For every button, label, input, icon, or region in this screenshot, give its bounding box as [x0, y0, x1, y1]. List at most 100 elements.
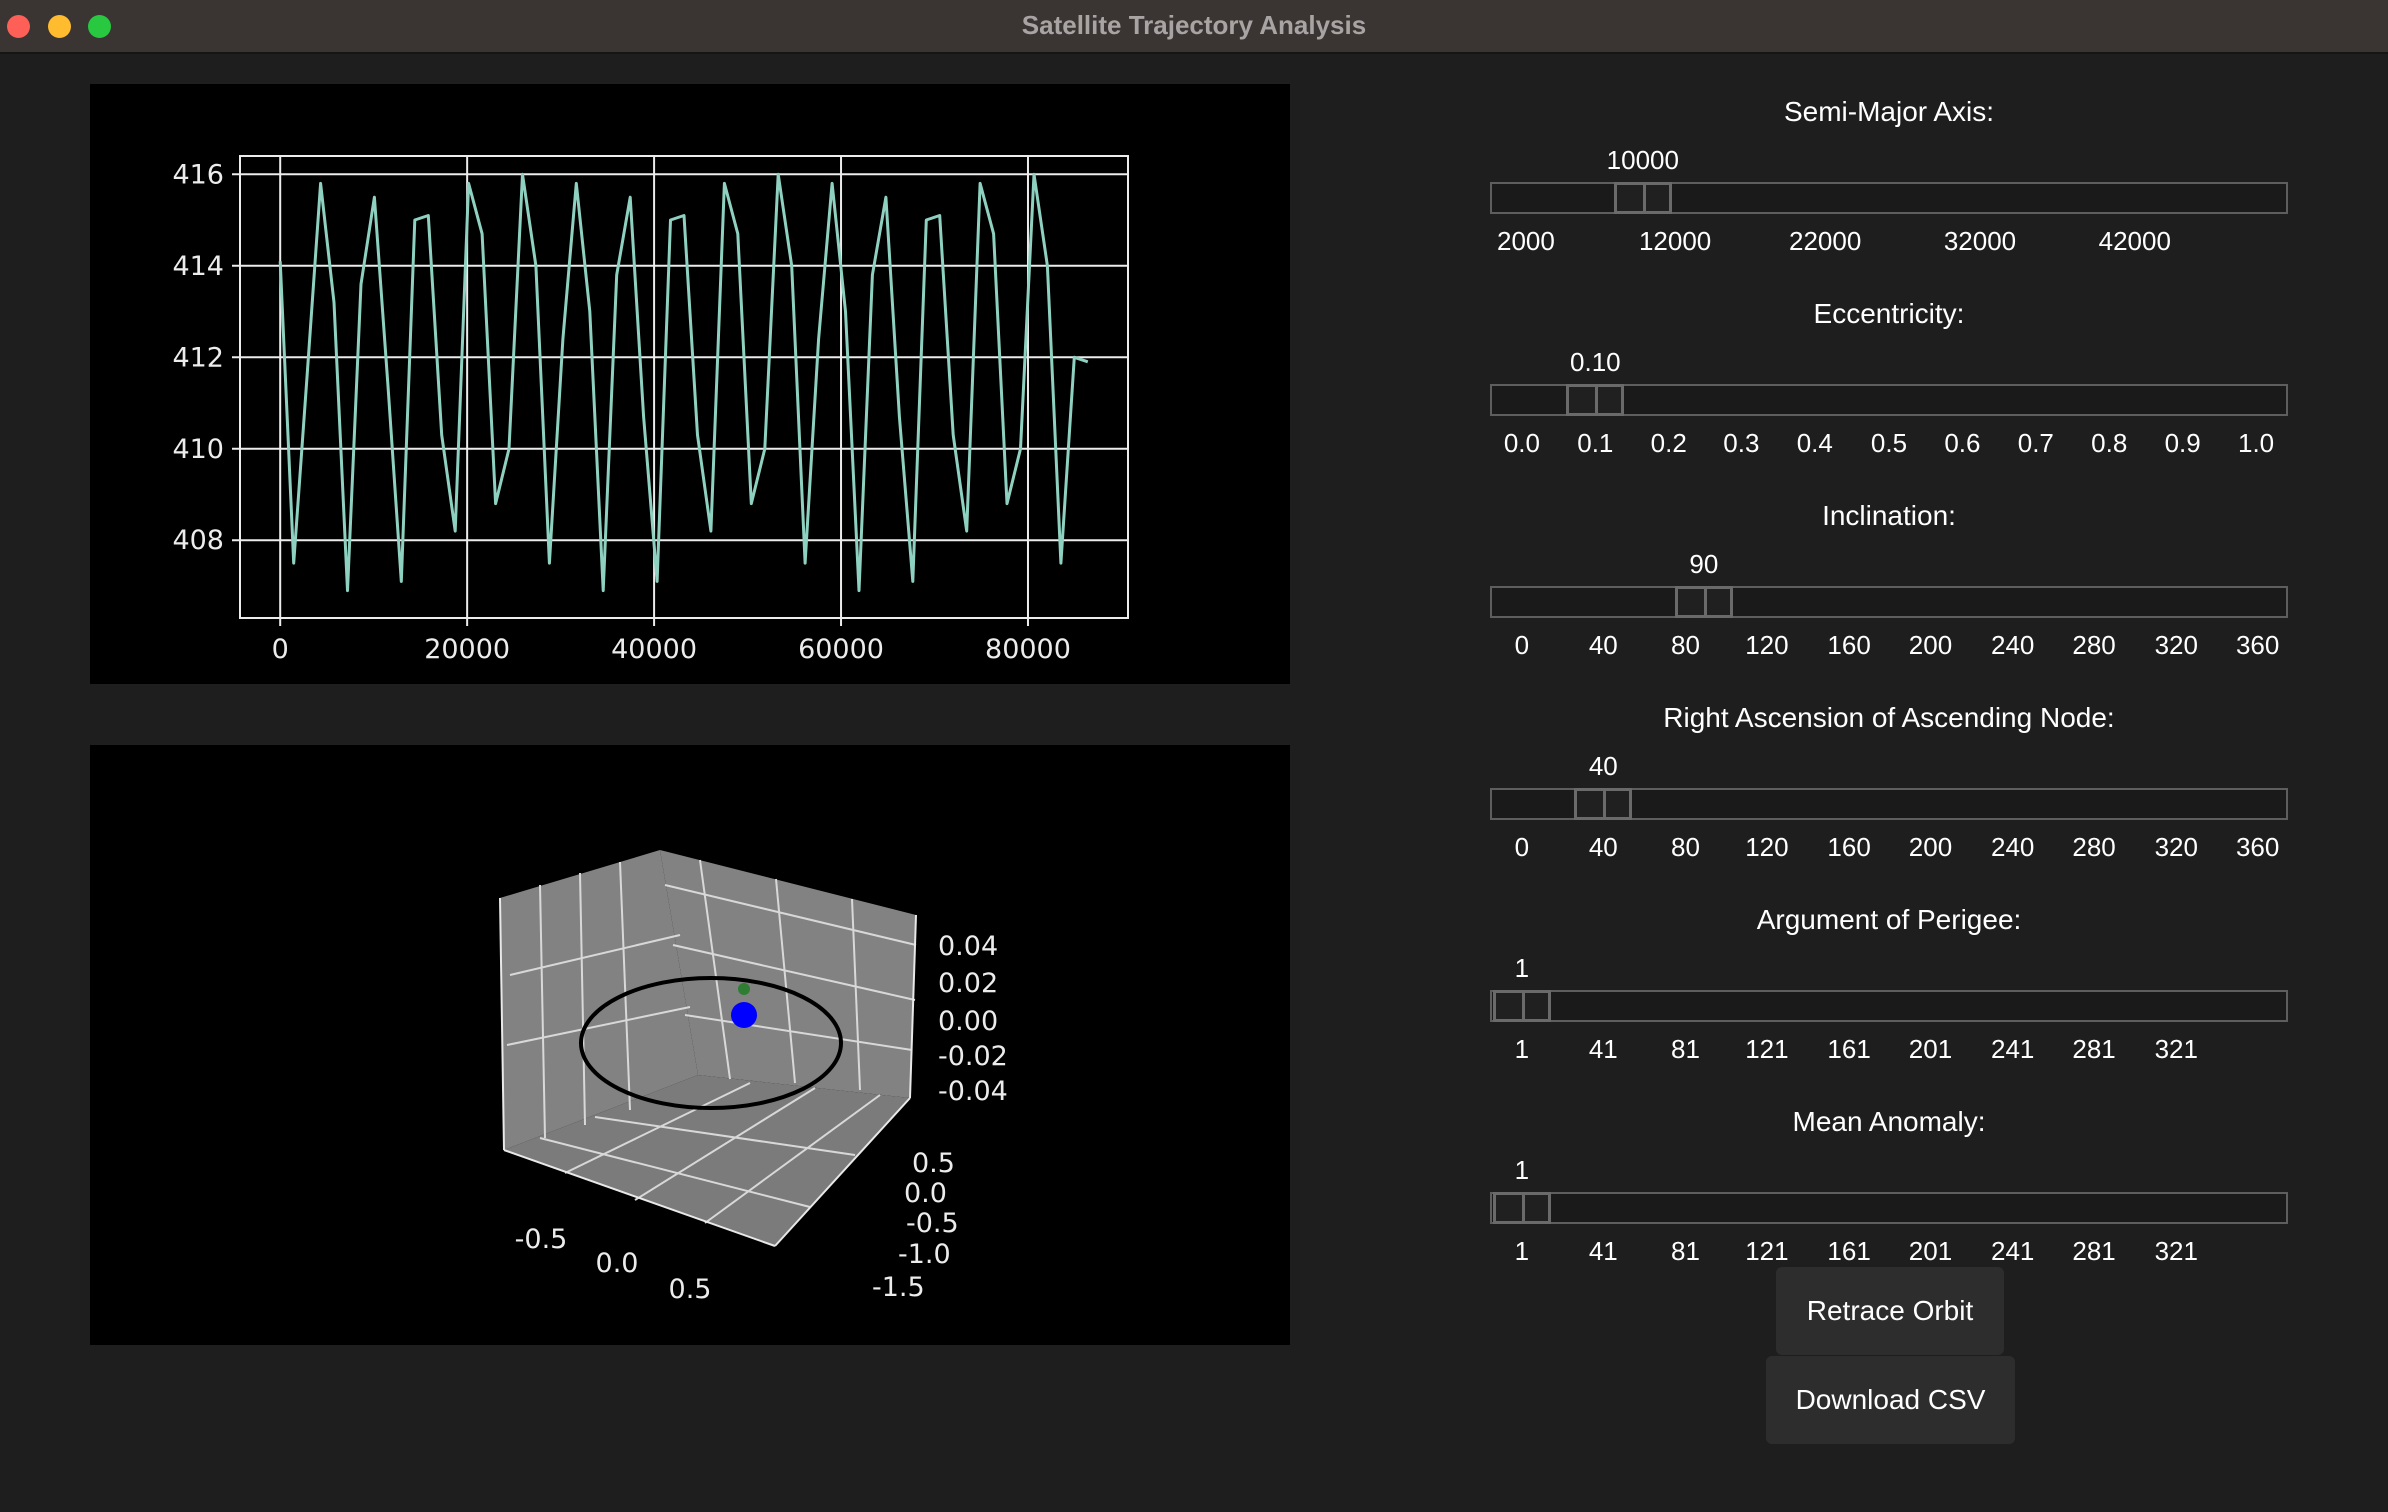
slider-tick-label: 281 — [2072, 1236, 2116, 1266]
slider-tick-label: 0.8 — [2091, 428, 2128, 458]
slider-tick-label: 241 — [1990, 1236, 2035, 1266]
slider-label: Eccentricity: — [1813, 298, 1965, 329]
axis-tick-label: -0.04 — [938, 1076, 1008, 1107]
slider-tick-label: 320 — [2154, 630, 2198, 660]
slider-tick-label: 0.7 — [2017, 428, 2054, 458]
slider-handle[interactable] — [1574, 788, 1633, 820]
slider-track[interactable] — [1490, 586, 2288, 618]
axis-tick-label: 0.00 — [938, 1006, 998, 1037]
download-csv-button[interactable]: Download CSV — [1766, 1356, 2015, 1444]
x-tick-label: 60000 — [798, 634, 884, 665]
slider-tick-label: 0.3 — [1723, 428, 1760, 458]
y-tick-label: 410 — [172, 434, 224, 465]
slider-track[interactable] — [1490, 182, 2288, 214]
slider-tick-label: 160 — [1827, 832, 1871, 862]
axis-edges — [499, 897, 917, 1247]
axis-tick-label: 0.5 — [912, 1148, 955, 1179]
slider-tick-label: 360 — [2235, 832, 2280, 862]
slider-tick-label: 201 — [1908, 1034, 1953, 1064]
slider-tick-label: 41 — [1588, 1236, 1618, 1266]
slider-tick-label: 2000 — [1496, 226, 1555, 256]
slider-track[interactable] — [1490, 990, 2288, 1022]
minimize-window-button[interactable] — [48, 15, 71, 38]
slider-tick-label: 280 — [2072, 630, 2116, 660]
slider-tick-label: 360 — [2235, 630, 2280, 660]
maximize-window-button[interactable] — [88, 15, 111, 38]
slider-tick-label: 320 — [2154, 832, 2198, 862]
slider-tick-label: 120 — [1745, 832, 1789, 862]
slider-value: 0.10 — [1570, 347, 1621, 377]
slider-group: Right Ascension of Ascending Node: 40 0 40 8… — [1490, 702, 2288, 902]
slider-tick-label: 0.4 — [1796, 428, 1833, 458]
slider-label: Inclination: — [1822, 500, 1956, 531]
x-tick-label: 80000 — [985, 634, 1071, 665]
slider-value: 90 — [1689, 549, 1719, 579]
slider-label: Semi-Major Axis: — [1783, 96, 1995, 127]
x-tick-label: 20000 — [424, 634, 510, 665]
slider-tick-label: 40 — [1588, 630, 1618, 660]
x-tick-label: 40000 — [611, 634, 697, 665]
slider-group: Semi-Major Axis: 10000 2000 12000 22000 32000… — [1490, 96, 2288, 296]
slider-tick-label: 0.6 — [1944, 428, 1981, 458]
series-line — [278, 172, 1089, 593]
axis-tick-label: -1.5 — [872, 1272, 925, 1303]
altitude-line-plot: 0 20000 40000 60000 80000 408 410 412 414 416 — [90, 84, 1290, 684]
back-left-pane — [500, 850, 698, 1150]
slider-tick-label: 160 — [1827, 630, 1871, 660]
orbit-3d-plot: 0.04 0.02 0.00 -0.02 -0.04 0.5 0.0 -0.5 -1.0 -1.5… — [90, 745, 1290, 1345]
axis-tick-label: 0.04 — [938, 931, 998, 962]
slider-tick-label: 80 — [1671, 630, 1700, 660]
slider-label: Mean Anomaly: — [1792, 1106, 1986, 1137]
orbit-ellipse — [579, 976, 843, 1110]
slider-handle[interactable] — [1492, 990, 1551, 1022]
slider-tick-label: 121 — [1745, 1034, 1789, 1064]
slider-tick-label: 240 — [1990, 630, 2035, 660]
x-tick-label: 0 — [272, 634, 289, 665]
slider-tick-label: 321 — [2154, 1236, 2198, 1266]
slider-group: Argument of Perigee: 1 1 41 81 121 161 201 241 28… — [1490, 904, 2288, 1104]
y-tick-label: 414 — [172, 251, 224, 282]
slider-value: 40 — [1588, 751, 1618, 781]
axis-tick-label: -0.5 — [906, 1208, 959, 1239]
back-right-pane — [660, 850, 916, 1098]
slider-handle[interactable] — [1613, 182, 1672, 214]
slider-tick-label: 241 — [1990, 1034, 2035, 1064]
slider-tick-label: 41 — [1588, 1034, 1618, 1064]
perigee-marker — [738, 983, 750, 995]
slider-tick-label: 0.1 — [1577, 428, 1614, 458]
axis-tick-label: -1.0 — [898, 1239, 951, 1270]
y-tick-label: 416 — [172, 159, 224, 190]
window-titlebar: Satellite Trajectory Analysis — [0, 0, 2388, 54]
slider-tick-label: 1 — [1514, 1034, 1530, 1064]
slider-handle[interactable] — [1492, 1192, 1551, 1224]
slider-tick-label: 81 — [1671, 1034, 1700, 1064]
slider-value: 10000 — [1606, 145, 1679, 175]
slider-handle[interactable] — [1674, 586, 1733, 618]
slider-tick-label: 42000 — [2098, 226, 2171, 256]
line-plot-svg: 0 20000 40000 60000 80000 408 410 412 414 416 — [172, 155, 1129, 665]
slider-track[interactable] — [1490, 1192, 2288, 1224]
slider-label: Argument of Perigee: — [1756, 904, 2022, 935]
slider-tick-label: 161 — [1827, 1034, 1871, 1064]
slider-tick-label: 81 — [1671, 1236, 1700, 1266]
retrace-orbit-button[interactable]: Retrace Orbit — [1776, 1267, 2004, 1355]
axis-tick-label: -0.5 — [515, 1224, 568, 1255]
slider-value: 1 — [1514, 1155, 1530, 1185]
close-window-button[interactable] — [7, 15, 30, 38]
slider-tick-label: 201 — [1908, 1236, 1953, 1266]
slider-tick-label: 161 — [1827, 1236, 1871, 1266]
slider-group: Eccentricity: 0.10 0.0 0.1 0.2 0.3 0.4 0.5 0.6 0.… — [1490, 298, 2288, 498]
slider-tick-label: 200 — [1908, 832, 1953, 862]
slider-tick-label: 80 — [1671, 832, 1700, 862]
slider-tick-label: 280 — [2072, 832, 2116, 862]
slider-tick-label: 32000 — [1943, 226, 2017, 256]
orbit-3d-svg: 0.040.020.00-0.02-0.040.50.0-0.5-1.0-1.5… — [499, 850, 1008, 1305]
slider-tick-label: 0 — [1514, 630, 1530, 660]
slider-handle[interactable] — [1566, 384, 1625, 416]
slider-tick-label: 240 — [1990, 832, 2035, 862]
axis-tick-label: 0.0 — [596, 1248, 639, 1279]
slider-tick-label: 321 — [2154, 1034, 2198, 1064]
satellite-marker — [731, 1002, 757, 1028]
y-tick-label: 408 — [172, 525, 224, 556]
slider-label: Right Ascension of Ascending Node: — [1663, 702, 2115, 733]
